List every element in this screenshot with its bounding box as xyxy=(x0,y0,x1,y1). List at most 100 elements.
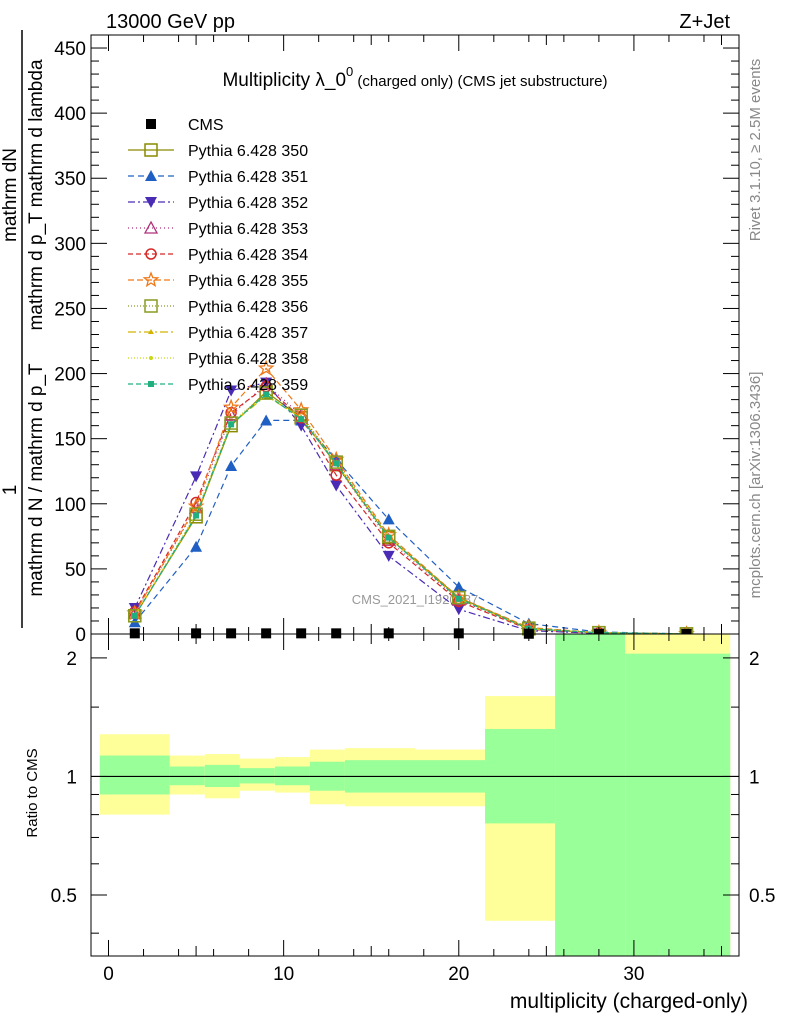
main-data-layer xyxy=(126,359,695,641)
legend-label-9: Pythia 6.428 358 xyxy=(188,351,308,368)
series-10-point-5 xyxy=(333,460,340,467)
series-10-point-7 xyxy=(455,595,462,602)
series-2-point-1 xyxy=(190,540,203,552)
series-3-point-2 xyxy=(225,385,238,397)
series-0-point-2 xyxy=(226,628,237,639)
series-line-5 xyxy=(134,385,687,635)
ratio-xtick-label: 10 xyxy=(273,964,294,985)
series-10-point-3 xyxy=(263,391,270,398)
series-0-point-5 xyxy=(331,628,342,639)
series-0-point-3 xyxy=(261,628,272,639)
legend-marker-10 xyxy=(148,381,154,387)
series-0-point-0 xyxy=(129,628,140,639)
series-10-point-6 xyxy=(385,534,392,541)
ratio-xtick-label: 30 xyxy=(623,964,644,985)
ratio-ytick-label-left: 2 xyxy=(66,649,77,670)
legend-label-2: Pythia 6.428 351 xyxy=(188,169,308,186)
ratio-data-layer xyxy=(91,634,739,956)
series-line-9 xyxy=(134,393,687,635)
main-ytick-label: 200 xyxy=(54,365,86,386)
series-10-point-4 xyxy=(298,416,305,423)
main-ytick-label: 250 xyxy=(54,299,86,320)
ratio-ytick-label-right: 2 xyxy=(749,649,760,670)
main-title: Multiplicity λ_00 (charged only) (CMS je… xyxy=(222,64,607,91)
series-3-point-5 xyxy=(330,480,343,492)
main-ytick-label: 150 xyxy=(54,430,86,451)
legend-label-1: Pythia 6.428 350 xyxy=(188,143,308,160)
ratio-ytick-label-left: 1 xyxy=(66,767,77,788)
ratio-inner-band-10 xyxy=(625,653,731,956)
legend-label-3: Pythia 6.428 352 xyxy=(188,195,308,212)
mcplots-label: mcplots.cern.ch [arXiv:1306.3436] xyxy=(747,372,764,599)
legend-marker-2 xyxy=(145,170,157,181)
main-ytick-label: 0 xyxy=(75,625,86,646)
series-2-point-3 xyxy=(260,414,273,426)
main-ytick-label: 400 xyxy=(54,104,86,125)
series-3-point-4 xyxy=(295,420,308,432)
ratio-ytick-label-right: 0.5 xyxy=(749,886,775,907)
series-line-3 xyxy=(134,382,687,635)
main-axes: 0 50 100 150 200 250 300 350 400 450 xyxy=(54,34,739,646)
legend-label-0: CMS xyxy=(188,117,224,134)
legend-label-10: Pythia 6.428 359 xyxy=(188,377,308,394)
ylabel-top-2: mathrm d p_T mathrm d lambda xyxy=(26,59,47,330)
legend-label-6: Pythia 6.428 355 xyxy=(188,273,308,290)
series-3-point-1 xyxy=(190,471,203,483)
series-10-point-1 xyxy=(193,512,200,519)
legend-marker-8 xyxy=(148,329,154,334)
ratio-inner-band-3 xyxy=(239,768,275,784)
series-5-point-5 xyxy=(330,469,342,481)
series-7-point-7 xyxy=(452,590,466,605)
main-plot: CMS_2021_I1920187 0 50 100 150 200 250 300 350 4… xyxy=(54,34,740,646)
main-title-suffix: (charged only) (CMS jet substructure) xyxy=(353,73,607,90)
series-10-point-0 xyxy=(131,612,138,619)
legend-marker-1 xyxy=(144,143,158,157)
series-6-point-2 xyxy=(222,398,240,415)
series-3-point-7 xyxy=(452,604,465,616)
main-ytick-label: 300 xyxy=(54,234,86,255)
ratio-plot: 0 10 20 30 0.5 0.5 1 1 2 2 Ratio to CMS multiplic… xyxy=(24,633,775,1013)
series-7-point-0 xyxy=(128,609,142,623)
legend-marker-0 xyxy=(146,119,156,129)
ratio-xtick-label: 20 xyxy=(448,964,469,985)
rivet-label: Rivet 3.1.10, ≥ 2.5M events xyxy=(747,59,764,242)
series-10-point-2 xyxy=(228,421,235,428)
legend-label-4: Pythia 6.428 353 xyxy=(188,221,308,238)
legend-label-5: Pythia 6.428 354 xyxy=(188,247,308,264)
legend-marker-7 xyxy=(144,299,158,313)
ratio-inner-band-0 xyxy=(99,755,170,795)
legend-label-8: Pythia 6.428 357 xyxy=(188,325,308,342)
series-7-point-6 xyxy=(381,529,396,544)
main-ytick-label: 100 xyxy=(54,495,86,516)
series-7-point-3 xyxy=(259,386,273,400)
energy-label: 13000 GeV pp xyxy=(106,11,235,33)
ratio-inner-band-9 xyxy=(555,634,626,956)
series-6-point-3 xyxy=(257,359,275,376)
series-7-point-5 xyxy=(329,455,343,469)
series-line-6 xyxy=(134,367,687,635)
ratio-axes: 0 10 20 30 0.5 0.5 1 1 2 2 xyxy=(51,634,775,985)
legend-marker-5 xyxy=(145,248,157,260)
ratio-xtick-label: 0 xyxy=(103,964,114,985)
legend-marker-3 xyxy=(145,197,157,208)
legend-marker-4 xyxy=(143,220,159,234)
main-ytick-label: 50 xyxy=(65,560,86,581)
legend-label-7: Pythia 6.428 356 xyxy=(188,299,308,316)
main-ytick-label: 350 xyxy=(54,169,86,190)
series-6-point-4 xyxy=(292,401,310,418)
legend-marker-6 xyxy=(142,271,160,288)
series-2-point-2 xyxy=(225,460,238,472)
ylabel-bottom: mathrm d N / mathrm d p_T xyxy=(26,363,47,597)
watermark: CMS_2021_I1920187 xyxy=(352,592,479,607)
series-7-point-2 xyxy=(224,416,238,430)
ylabel-top: mathrm dN xyxy=(0,148,21,242)
ratio-ytick-label-left: 0.5 xyxy=(51,886,77,907)
series-2-point-6 xyxy=(382,513,395,525)
main-title-sup: 0 xyxy=(346,64,353,79)
series-3-point-6 xyxy=(382,550,395,562)
series-7-point-1 xyxy=(189,507,203,521)
main-ylabel: mathrm dN mathrm d p_T mathrm d lambda 1… xyxy=(0,30,47,628)
x-axis-label: multiplicity (charged-only) xyxy=(510,990,748,1013)
main-ytick-label: 450 xyxy=(54,39,86,60)
